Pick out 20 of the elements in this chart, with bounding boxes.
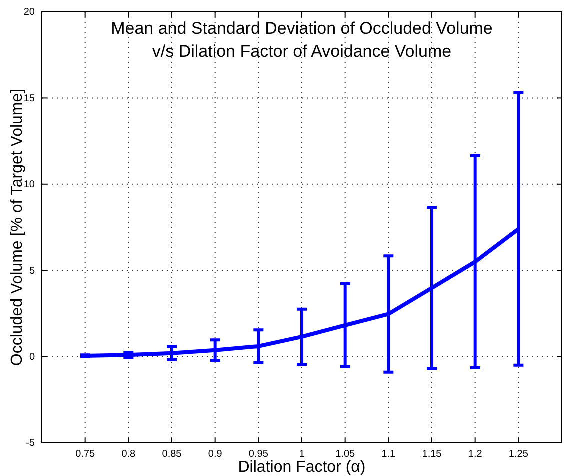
x-tick-label: 0.75	[76, 449, 96, 460]
x-axis-title: Dilation Factor (α)	[238, 459, 366, 476]
x-tick-label: 1	[299, 449, 306, 460]
x-tick-label: 1.15	[422, 449, 442, 460]
x-tick-label: 0.95	[248, 449, 269, 460]
y-tick-label: -5	[26, 438, 36, 450]
y-tick-label: 15	[24, 93, 36, 104]
x-tick-label: 1.25	[508, 449, 529, 460]
y-tick-label: 20	[24, 7, 36, 18]
text: Mean and Standard Deviation of Occluded Volume v/s Dilation Factor of Avoidance Volume	[111, 19, 493, 61]
x-tick-label: 1.05	[336, 449, 356, 460]
x-tick-label: 1.2	[468, 449, 483, 460]
y-tick-label: 5	[29, 266, 36, 277]
x-tick-label: 1.1	[382, 449, 396, 460]
x-tick-label: 0.85	[162, 449, 182, 460]
y-tick-label: 0	[29, 352, 36, 363]
x-tick-label: 0.9	[208, 449, 223, 460]
y-axis-title: Occluded Volume [% of Target Volume]	[9, 88, 26, 366]
x-tick-label: 0.8	[122, 449, 136, 460]
y-tick-label: 10	[24, 180, 36, 191]
